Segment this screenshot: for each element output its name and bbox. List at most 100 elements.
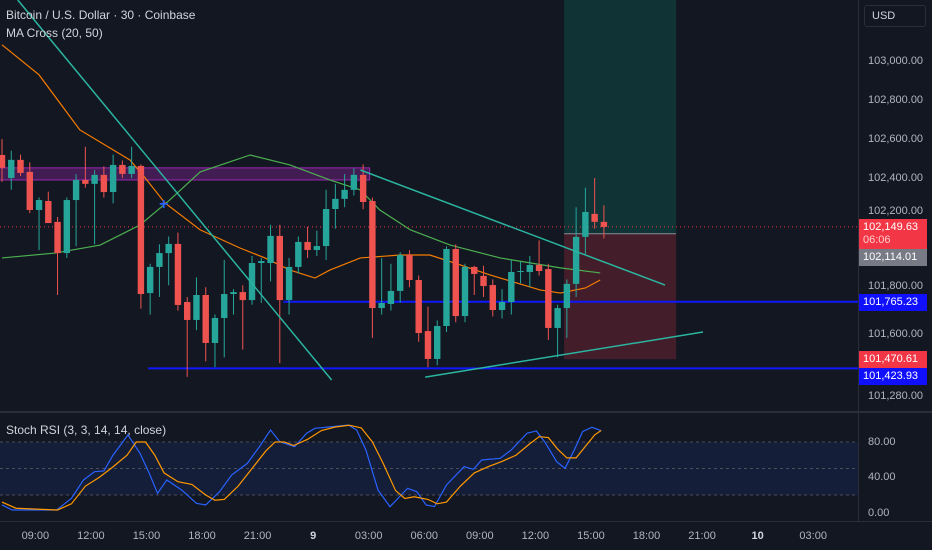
candle-body [230,292,237,295]
candle-body [35,200,43,210]
candle-body [350,174,358,190]
candle-body [174,243,182,305]
candle-body [443,248,450,327]
candle-body [156,253,163,267]
price-axis-border [858,0,859,521]
candle-body [591,213,598,222]
candle-body [109,164,117,193]
candle-body [267,235,274,264]
price-tick-label: 101,280.00 [868,390,924,402]
stoch-rsi-legend[interactable]: Stoch RSI (3, 3, 14, 14, close) [6,423,167,437]
time-tick-label: 15:00 [132,530,161,542]
time-tick-label: 15:00 [577,530,605,542]
time-tick-label: 10 [751,530,764,542]
time-tick-label: 18:00 [188,530,216,542]
candle-body [508,271,515,303]
candle-body [600,221,608,227]
candle-body [82,179,89,184]
price-badge: 101,470.61 [859,351,927,368]
candle-body [322,209,330,247]
ma20-line [1,44,601,294]
trendline-trend-down [17,0,333,381]
candle-body [415,279,422,334]
candle-body [387,290,395,304]
candle-body [285,266,293,301]
price-badge: 102,149.63 06:06 [859,219,927,249]
time-tick-label: 03:00 [354,530,383,542]
price-chart-pane[interactable]: + [0,0,858,410]
candle-body [434,326,441,359]
time-tick-label: 21:00 [688,530,716,542]
price-tick-label: 101,800.00 [868,280,924,292]
position-target-zone [564,0,677,234]
candle-body [211,318,219,343]
candle-body [248,263,256,301]
ma50-line [1,154,601,274]
time-tick-label: 12:00 [521,530,550,542]
candle-body [0,154,6,168]
candle-body [17,159,24,173]
stoch-k-line [1,424,602,511]
time-tick-label: 03:00 [799,530,827,542]
candle-body [202,295,209,343]
candle-body [54,221,61,254]
candle-body [341,189,348,199]
stoch-tick-label: 80.00 [868,436,896,448]
candle-body [535,264,543,272]
price-tick-label: 102,200.00 [868,205,924,217]
candle-body [369,201,376,309]
candle-body [137,165,145,295]
stoch-d-line [1,424,602,511]
candle-body [378,302,385,309]
candle-body [332,198,339,210]
candle-body [396,255,404,291]
candle-body [517,271,524,273]
ma-cross-legend[interactable]: MA Cross (20, 50) [6,26,103,40]
price-tick-label: 102,400.00 [868,172,924,184]
candle-body [489,285,496,311]
bar-countdown: 06:06 [863,234,891,246]
candle-body [313,246,321,250]
candle-body [359,174,367,202]
crosshair-marker-icon: + [159,196,168,213]
stoch-rsi-pane[interactable] [0,413,858,521]
time-tick-label: 9 [310,530,317,542]
candle-body [72,179,80,201]
candle-body [91,174,98,184]
candle-body [128,165,135,174]
candle-body [221,294,228,319]
time-tick-label: 18:00 [632,530,661,542]
price-badge: 101,765.23 [859,294,927,311]
trendline-trend-lower [425,331,704,378]
candle-body [480,275,487,287]
price-tick-label: 101,600.00 [868,328,924,340]
candle-body [63,200,71,254]
candle-body [424,331,432,359]
candle-body [545,269,552,328]
candle-body [295,241,302,267]
symbol-title: Bitcoin / U.S. Dollar · 30 · Coinbase [6,8,196,22]
candle-body [26,171,33,210]
time-axis-border [0,521,932,522]
candle-body [471,266,478,274]
candle-body [554,308,561,328]
currency-button[interactable]: USD [864,5,926,27]
candle-body [461,266,469,317]
stoch-tick-label: 0.00 [868,506,890,519]
price-tick-label: 103,000.00 [868,55,924,67]
time-tick-label: 21:00 [243,530,272,542]
candle-body [406,255,413,280]
candle-body [258,261,265,264]
candle-body [572,236,580,284]
candle-body [498,302,506,311]
candle-body [276,235,283,301]
candle-body [100,174,108,193]
time-tick-label: 09:00 [21,530,50,542]
candle-body [582,211,589,237]
pane-divider[interactable] [0,411,932,413]
candle-body [119,164,126,174]
candle-body [193,295,200,320]
price-badge: 101,423.93 [859,368,927,385]
candle-body [563,283,571,309]
price-tick-label: 102,600.00 [868,133,924,145]
